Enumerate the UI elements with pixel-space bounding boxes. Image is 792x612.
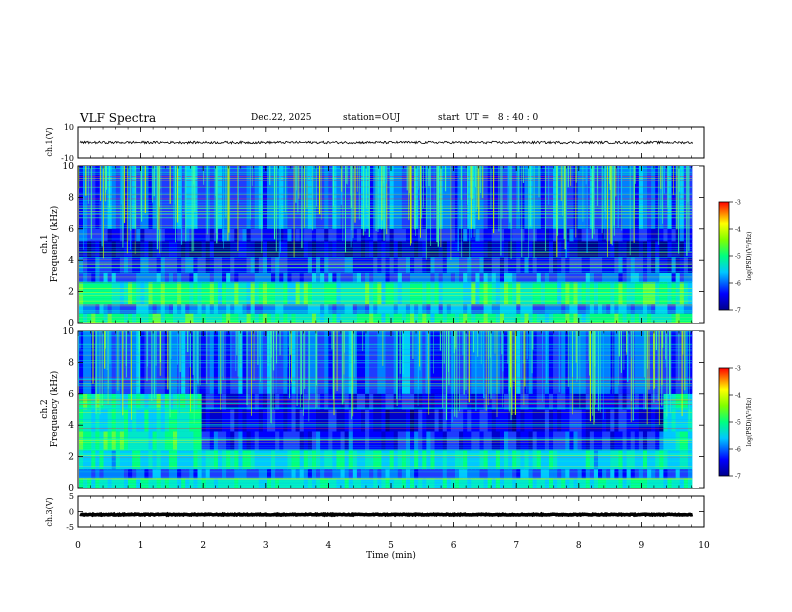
y-tick-label: 10 [63,327,75,337]
y-tick-label: 0 [68,319,74,329]
ch2-spectrogram-image [77,330,704,488]
spectrogram-end-gap [692,331,704,488]
waveform-line [79,511,694,518]
x-tick-label: 9 [639,541,645,551]
y-tick-label: 4 [68,256,74,266]
y-tick-label: 5 [69,492,74,501]
colorbar-ticks: -3 -4 -5 -6 -7 log(PSD)(V²/Hz) -3 -4 -5 -6 -7 log(P… [729,200,753,481]
y-tick-label: 0 [68,484,74,494]
spectrogram-channel-label: ch.2 [40,399,50,418]
station-label: station=OUJ [343,113,401,123]
x-tick-label: 0 [75,541,81,551]
spectrogram-channel-label: ch.1 [40,234,50,253]
x-axis-label: Time (min) [366,550,416,561]
colorbar-ch2 [718,367,730,477]
colorbar-tick-label: -6 [735,447,741,454]
spectrogram-ylabel: Frequency (kHz) [49,371,60,448]
chart-title: VLF Spectra [80,111,157,125]
y-tick-label: 6 [68,390,74,400]
waveform-line [79,140,694,145]
x-tick-label: 2 [200,541,206,551]
ch1-waveform-ylabel: ch.1(V) [45,127,54,156]
y-tick-label: 2 [68,453,74,463]
spectrogram-ylabel: Frequency (kHz) [49,206,60,283]
spectrogram-end-gap [692,166,704,323]
colorbar-tick-label: -4 [735,393,741,400]
date-label: Dec.22, 2025 [251,113,312,123]
colorbar-tick-label: -3 [735,200,741,207]
y-tick-label: 2 [68,288,74,298]
start-time-label: start UT = 8 : 40 : 0 [438,113,539,123]
y-tick-label: 10 [63,162,75,172]
y-tick-label: 8 [68,358,74,368]
x-tick-label: 1 [138,541,144,551]
ch1-waveform-trace [79,140,694,145]
x-tick-label: 6 [451,541,457,551]
x-tick-label: 3 [263,541,269,551]
y-tick-label: -10 [61,154,74,163]
colorbar-tick-label: -5 [735,254,741,261]
x-tick-label: 10 [698,541,710,551]
ch3-waveform-trace [79,511,694,518]
y-tick-label: 10 [64,123,74,132]
colorbar-tick-label: -5 [735,420,741,427]
colorbar-ch1 [718,201,730,311]
x-tick-label: 8 [576,541,582,551]
y-tick-label: 0 [69,508,74,517]
x-tick-label: 7 [513,541,519,551]
y-tick-label: 4 [68,421,74,431]
colorbar-tick-label: -7 [735,474,741,481]
x-tick-label: 5 [388,541,394,551]
y-tick-label: 8 [68,193,74,203]
ch1-spectrogram-image [78,166,704,323]
y-tick-label: -5 [66,523,74,532]
colorbar-tick-label: -4 [735,227,741,234]
colorbar-tick-label: -7 [735,308,741,315]
x-tick-label: 4 [326,541,332,551]
ch3-waveform-ylabel: ch.3(V) [45,497,54,526]
colorbar-tick-label: -6 [735,281,741,288]
colorbar-tick-label: -3 [735,366,741,373]
colorbar-label: log(PSD)(V²/Hz) [746,232,753,281]
colorbar-label: log(PSD)(V²/Hz) [746,398,753,447]
y-tick-label: 6 [68,225,74,235]
